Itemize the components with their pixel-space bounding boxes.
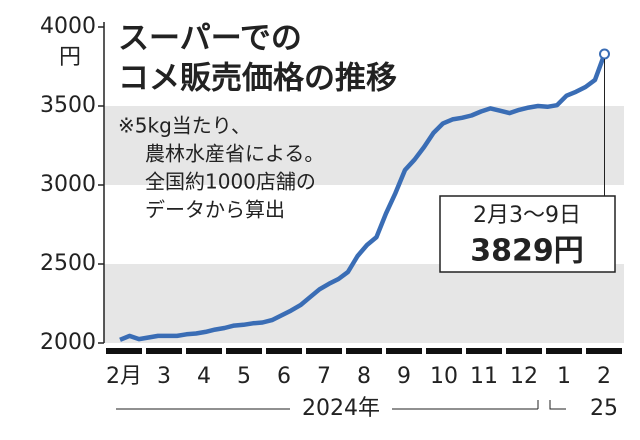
x-tick-label: 4 — [197, 364, 211, 389]
x-tick-label: 12 — [510, 364, 538, 389]
callout-date: 2月3～9日 — [473, 203, 581, 228]
callout-box — [439, 195, 616, 273]
month-segment — [586, 348, 622, 354]
month-segment — [146, 348, 182, 354]
note: 全国約1000店舗の — [145, 170, 316, 194]
y-tick-label: 3500 — [40, 93, 96, 118]
note: データから算出 — [145, 198, 285, 222]
month-segment — [386, 348, 422, 354]
chart-title: コメ販売価格の推移 — [118, 61, 397, 97]
month-segment — [306, 348, 342, 354]
x-tick-label: 1 — [557, 364, 571, 389]
line — [119, 53, 607, 342]
x-tick-label: 2 — [597, 364, 611, 389]
x-tick-label: 2月 — [106, 364, 142, 389]
grid-band — [104, 106, 624, 185]
grid-band — [104, 264, 624, 343]
x-tick-label: 10 — [430, 364, 458, 389]
year-label: 2024年 — [302, 396, 380, 421]
month-segment — [266, 348, 302, 354]
x-tick-label: 11 — [470, 364, 498, 389]
y-tick-label: 4000 — [40, 14, 96, 39]
x-tick-label: 6 — [277, 364, 291, 389]
end-point — [599, 48, 610, 60]
x-tick-label: 3 — [157, 364, 171, 389]
month-segment — [226, 348, 262, 354]
month-segment — [506, 348, 542, 354]
x-tick-label: 8 — [357, 364, 371, 389]
chart-title: スーパーでの — [118, 21, 302, 57]
note: ※5kg当たり、 — [118, 114, 251, 138]
value-label: 3829円 — [470, 234, 584, 269]
x-tick-label: 5 — [237, 364, 251, 389]
y-tick-label: 2000 — [40, 330, 96, 355]
y-tick-label: 3000 — [40, 172, 96, 197]
month-segment — [186, 348, 222, 354]
month-segment — [466, 348, 502, 354]
year-label: 25 — [590, 396, 618, 421]
month-segment — [346, 348, 382, 354]
note: 農林水産省による。 — [145, 142, 324, 166]
month-segment — [426, 348, 462, 354]
month-segment — [106, 348, 142, 354]
x-tick-label: 9 — [397, 364, 411, 389]
year-bracket — [549, 400, 566, 410]
x-tick-label: 7 — [317, 364, 331, 389]
y-tick-label: 2500 — [40, 251, 96, 276]
y-unit: 円 — [59, 45, 81, 70]
month-segment — [546, 348, 582, 354]
